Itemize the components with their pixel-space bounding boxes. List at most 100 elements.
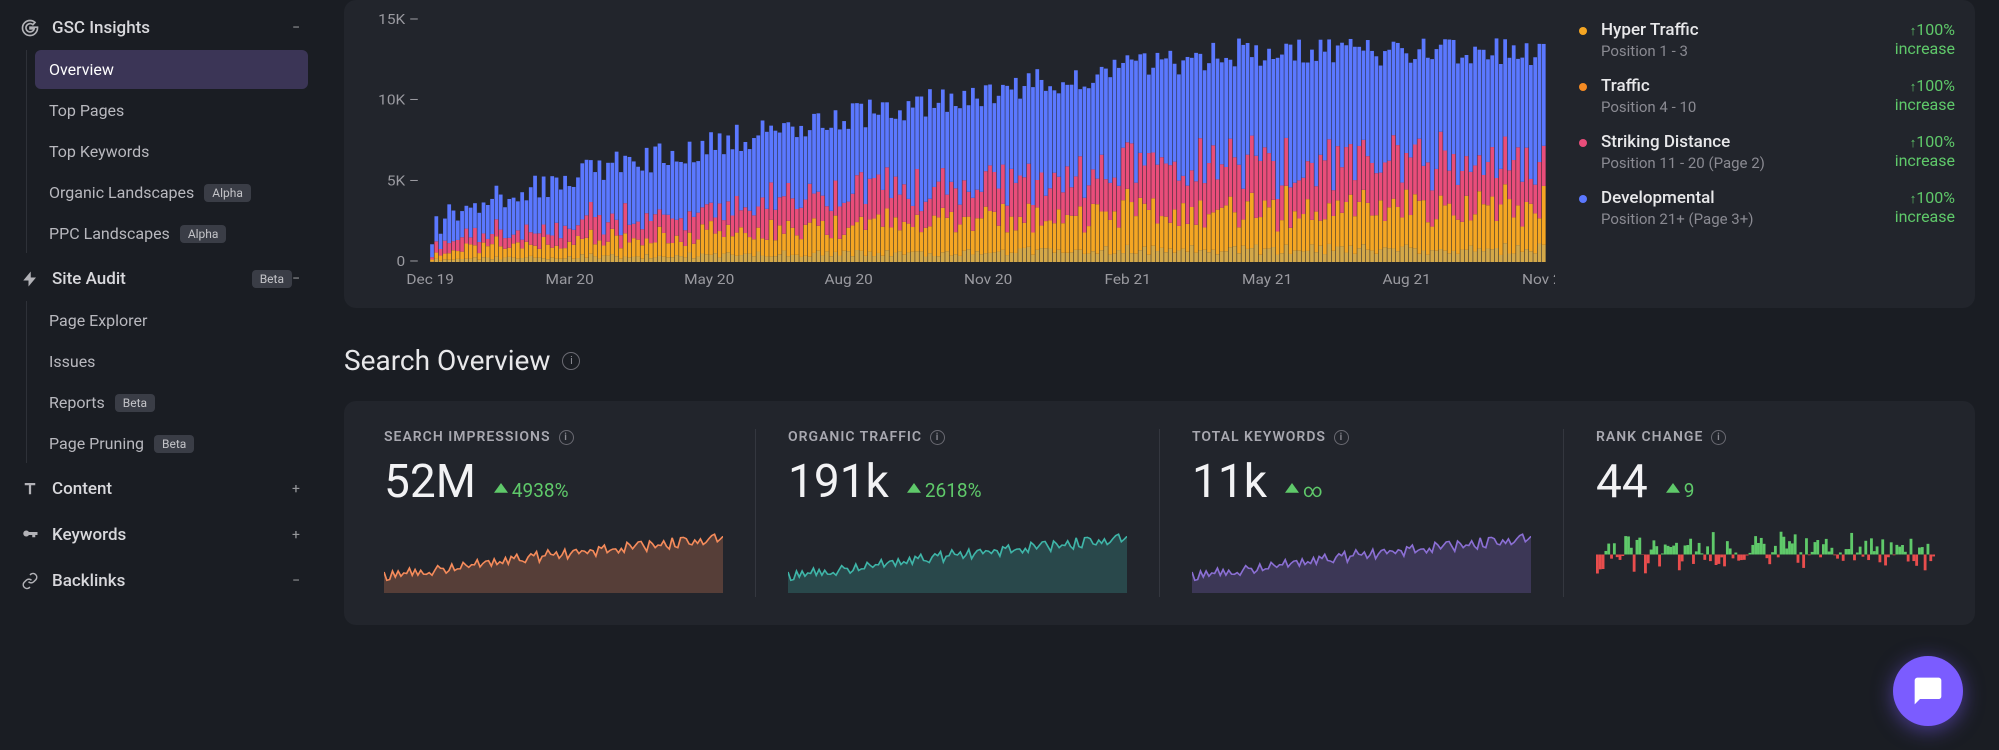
legend-dot bbox=[1579, 83, 1587, 91]
svg-text:Feb 21: Feb 21 bbox=[1104, 271, 1150, 288]
legend-item-developmental[interactable]: Developmental Position 21+ (Page 3+) ↑10… bbox=[1579, 180, 1955, 236]
legend-dot bbox=[1579, 195, 1587, 203]
google-icon bbox=[20, 18, 40, 38]
legend-dot bbox=[1579, 139, 1587, 147]
bolt-icon bbox=[20, 269, 40, 289]
nav-sub-site-audit: Page Explorer Issues ReportsBeta Page Pr… bbox=[26, 301, 308, 463]
info-icon[interactable]: i bbox=[1711, 430, 1726, 445]
traffic-chart-panel: 15K – 10K – 5K – 0 –Dec 19 Mar 20 May 20 Aug 2… bbox=[344, 0, 1975, 308]
info-icon[interactable]: i bbox=[559, 430, 574, 445]
chat-icon bbox=[1912, 675, 1944, 707]
nav-header-content[interactable]: Content + bbox=[12, 469, 308, 509]
main-content: 15K – 10K – 5K – 0 –Dec 19 Mar 20 May 20 Aug 2… bbox=[320, 0, 1999, 750]
nav-group-site-audit: Site Audit Beta − Page Explorer Issues R… bbox=[12, 259, 308, 463]
svg-text:Aug 21: Aug 21 bbox=[1383, 271, 1431, 288]
nav-label: Site Audit bbox=[52, 269, 242, 289]
svg-text:10K –: 10K – bbox=[378, 91, 419, 108]
metric-change: 9 bbox=[1666, 479, 1695, 502]
legend-title: Developmental bbox=[1601, 188, 1895, 208]
sidebar-item-issues[interactable]: Issues bbox=[35, 342, 308, 381]
legend-title: Hyper Traffic bbox=[1601, 20, 1895, 40]
badge-beta: Beta bbox=[252, 270, 292, 288]
metric-value: 11k bbox=[1192, 455, 1267, 509]
nav-group-content: Content + bbox=[12, 469, 308, 509]
nav-label: Content bbox=[52, 479, 292, 499]
nav-group-gsc: GSC Insights − Overview Top Pages Top Ke… bbox=[12, 8, 308, 253]
legend-change: ↑100%increase bbox=[1895, 132, 1955, 172]
sidebar-item-ppc-landscapes[interactable]: PPC LandscapesAlpha bbox=[35, 214, 308, 253]
text-icon bbox=[20, 479, 40, 499]
sparkline-diverging bbox=[1596, 523, 1935, 593]
section-title: Search Overview i bbox=[344, 344, 1975, 377]
legend-sub: Position 11 - 20 (Page 2) bbox=[1601, 154, 1895, 172]
metric-search-impressions: SEARCH IMPRESSIONSi 52M 4938% bbox=[352, 429, 756, 597]
legend-item-striking[interactable]: Striking Distance Position 11 - 20 (Page… bbox=[1579, 124, 1955, 180]
metric-change: 2618% bbox=[907, 479, 982, 502]
sidebar-item-top-keywords[interactable]: Top Keywords bbox=[35, 132, 308, 171]
svg-text:0 –: 0 – bbox=[397, 253, 420, 270]
badge-beta: Beta bbox=[115, 394, 155, 412]
sidebar-item-organic-landscapes[interactable]: Organic LandscapesAlpha bbox=[35, 173, 308, 212]
nav-header-site-audit[interactable]: Site Audit Beta − bbox=[12, 259, 308, 299]
info-icon[interactable]: i bbox=[562, 352, 580, 370]
metric-value: 44 bbox=[1596, 455, 1648, 509]
metric-label: TOTAL KEYWORDSi bbox=[1192, 429, 1531, 445]
legend-item-traffic[interactable]: Traffic Position 4 - 10 ↑100%increase bbox=[1579, 68, 1955, 124]
nav-group-backlinks: Backlinks − bbox=[12, 561, 308, 601]
sidebar-item-page-explorer[interactable]: Page Explorer bbox=[35, 301, 308, 340]
legend-title: Striking Distance bbox=[1601, 132, 1895, 152]
nav-header-keywords[interactable]: Keywords + bbox=[12, 515, 308, 555]
svg-text:Nov 21: Nov 21 bbox=[1522, 271, 1555, 288]
svg-text:Dec 19: Dec 19 bbox=[406, 271, 454, 288]
chevron-plus-icon: + bbox=[292, 481, 300, 497]
metric-organic-traffic: ORGANIC TRAFFICi 191k 2618% bbox=[756, 429, 1160, 597]
sidebar-item-top-pages[interactable]: Top Pages bbox=[35, 91, 308, 130]
badge-alpha: Alpha bbox=[204, 184, 251, 202]
sidebar: GSC Insights − Overview Top Pages Top Ke… bbox=[0, 0, 320, 750]
nav-header-backlinks[interactable]: Backlinks − bbox=[12, 561, 308, 601]
nav-label: GSC Insights bbox=[52, 18, 292, 38]
chevron-minus-icon: − bbox=[292, 573, 300, 589]
metric-change: 4938% bbox=[494, 479, 569, 502]
metric-value: 52M bbox=[384, 455, 476, 509]
sidebar-item-overview[interactable]: Overview bbox=[35, 50, 308, 89]
sparkline bbox=[1192, 523, 1531, 593]
legend-title: Traffic bbox=[1601, 76, 1895, 96]
svg-text:15K –: 15K – bbox=[378, 12, 419, 28]
sidebar-item-page-pruning[interactable]: Page PruningBeta bbox=[35, 424, 308, 463]
info-icon[interactable]: i bbox=[1334, 430, 1349, 445]
badge-beta: Beta bbox=[154, 435, 194, 453]
svg-text:Mar 20: Mar 20 bbox=[546, 271, 594, 288]
legend-dot bbox=[1579, 27, 1587, 35]
legend-item-hyper[interactable]: Hyper Traffic Position 1 - 3 ↑100%increa… bbox=[1579, 12, 1955, 68]
metric-change: ∞ bbox=[1285, 479, 1323, 502]
svg-text:5K –: 5K – bbox=[387, 172, 419, 189]
svg-text:Nov 20: Nov 20 bbox=[964, 271, 1012, 288]
sparkline bbox=[788, 523, 1127, 593]
nav-group-keywords: Keywords + bbox=[12, 515, 308, 555]
legend-sub: Position 1 - 3 bbox=[1601, 42, 1895, 60]
metric-rank-change: RANK CHANGEi 44 9 bbox=[1564, 429, 1967, 597]
info-icon[interactable]: i bbox=[930, 430, 945, 445]
sparkline bbox=[384, 523, 723, 593]
svg-text:May 21: May 21 bbox=[1242, 271, 1292, 288]
metric-value: 191k bbox=[788, 455, 889, 509]
legend-change: ↑100%increase bbox=[1895, 188, 1955, 228]
chart-legend: Hyper Traffic Position 1 - 3 ↑100%increa… bbox=[1555, 12, 1955, 292]
nav-label: Keywords bbox=[52, 525, 292, 545]
legend-change: ↑100%increase bbox=[1895, 76, 1955, 116]
metric-total-keywords: TOTAL KEYWORDSi 11k ∞ bbox=[1160, 429, 1564, 597]
nav-header-gsc[interactable]: GSC Insights − bbox=[12, 8, 308, 48]
svg-text:Aug 20: Aug 20 bbox=[825, 271, 873, 288]
chevron-minus-icon: − bbox=[292, 271, 300, 287]
sidebar-item-reports[interactable]: ReportsBeta bbox=[35, 383, 308, 422]
legend-change: ↑100%increase bbox=[1895, 20, 1955, 60]
legend-sub: Position 21+ (Page 3+) bbox=[1601, 210, 1895, 228]
badge-alpha: Alpha bbox=[180, 225, 227, 243]
chat-fab[interactable] bbox=[1893, 656, 1963, 726]
key-icon bbox=[20, 525, 40, 545]
nav-label: Backlinks bbox=[52, 571, 292, 591]
link-icon bbox=[20, 571, 40, 591]
svg-text:May 20: May 20 bbox=[684, 271, 734, 288]
metrics-panel: SEARCH IMPRESSIONSi 52M 4938% ORGANIC TR… bbox=[344, 401, 1975, 625]
